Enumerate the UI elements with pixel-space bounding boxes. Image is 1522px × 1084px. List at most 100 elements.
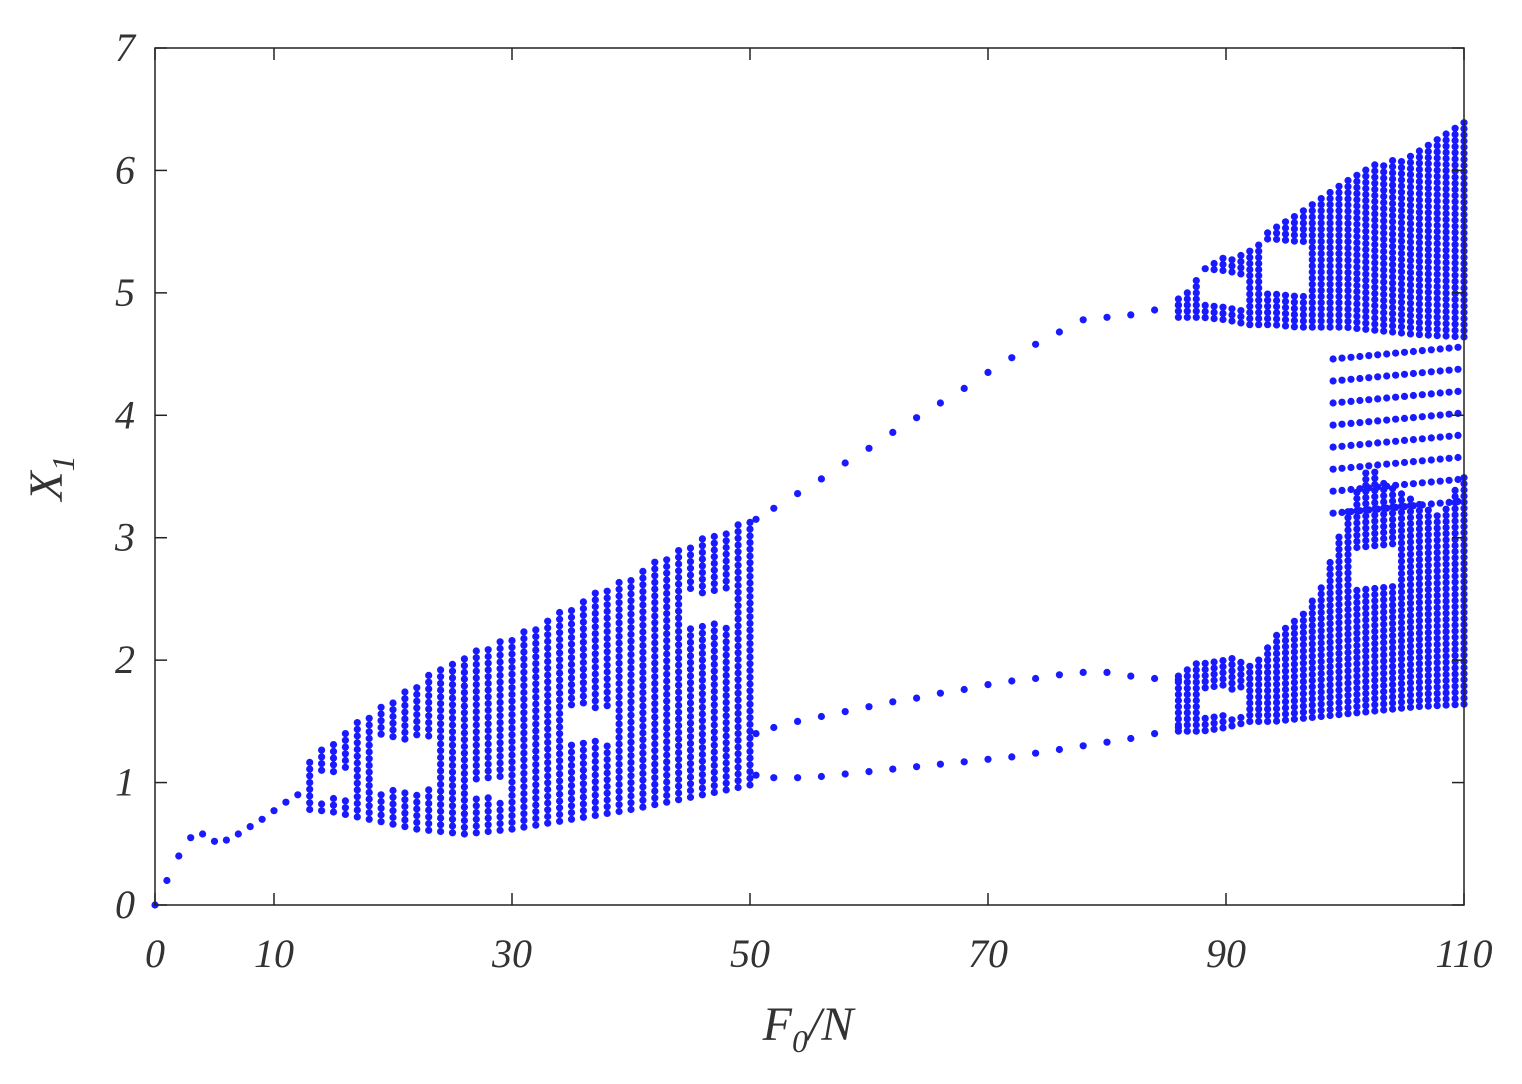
band-point (1290, 623, 1298, 632)
band-point (1397, 674, 1406, 682)
band-point (1237, 683, 1245, 691)
band-point (686, 699, 695, 707)
band-point (734, 595, 742, 603)
band-point (639, 689, 647, 697)
band-point (1353, 494, 1361, 503)
band-point (1344, 281, 1352, 289)
band-point (377, 723, 385, 732)
band-point (1433, 549, 1441, 557)
band-point (1380, 510, 1388, 518)
y-tick-label: 3 (114, 515, 135, 560)
band-point (508, 825, 516, 833)
band-point (508, 818, 516, 827)
branch-point (246, 823, 254, 831)
band-point (698, 656, 707, 664)
band-point (1424, 592, 1432, 600)
band-point (663, 764, 671, 773)
band-point (1362, 610, 1370, 618)
band-point (567, 788, 576, 797)
band-point (1362, 475, 1370, 483)
band-point (1210, 725, 1218, 733)
band-point (496, 705, 504, 713)
band-point (377, 804, 385, 812)
band-point (627, 583, 635, 591)
band-point (1365, 374, 1373, 382)
band-point (1409, 347, 1417, 356)
branch-point (960, 384, 968, 392)
band-point (1442, 136, 1450, 144)
band-point (675, 735, 683, 743)
band-point (365, 761, 373, 770)
band-point (544, 759, 552, 767)
band-point (1344, 274, 1352, 283)
band-point (1371, 191, 1379, 200)
band-point (1210, 713, 1218, 721)
band-point (579, 699, 588, 707)
band-point (663, 697, 671, 705)
band-point (1299, 635, 1307, 643)
band-point (1362, 264, 1370, 272)
band-point (1183, 672, 1191, 680)
band-point (615, 787, 623, 795)
band-point (484, 700, 492, 708)
band-point (1389, 285, 1397, 293)
band-point (1451, 155, 1459, 163)
band-point (1424, 258, 1432, 266)
band-point (639, 662, 647, 670)
y-tick-label: 4 (115, 392, 135, 437)
band-point (460, 749, 468, 757)
band-point (1353, 275, 1361, 283)
band-point (1397, 606, 1406, 614)
band-point (1433, 597, 1441, 606)
band-point (437, 726, 445, 735)
band-point (663, 744, 671, 752)
band-point (556, 656, 564, 664)
branch-point (960, 758, 968, 766)
band-point (1273, 686, 1281, 695)
band-point (353, 793, 361, 801)
band-point (1371, 615, 1379, 623)
band-point (556, 635, 564, 644)
band-point (1371, 179, 1379, 187)
band-point (329, 794, 338, 803)
band-point (734, 561, 742, 569)
band-point (698, 784, 707, 792)
band-point (389, 733, 397, 741)
band-point (1397, 194, 1406, 202)
band-point (1326, 231, 1334, 239)
band-point (1433, 215, 1441, 223)
band-point (1433, 221, 1441, 229)
band-point (1445, 344, 1453, 352)
band-point (472, 708, 480, 716)
band-point (1371, 198, 1379, 206)
band-point (1406, 287, 1415, 295)
band-point (1335, 305, 1343, 313)
band-point (1335, 668, 1343, 676)
band-point (1415, 696, 1423, 705)
band-point (1397, 298, 1406, 306)
band-point (1326, 219, 1334, 227)
x-axis-label: F0/N (762, 998, 857, 1059)
band-point (1246, 321, 1254, 329)
band-point (1317, 676, 1325, 684)
band-point (1192, 690, 1200, 699)
band-point (556, 676, 564, 684)
band-point (1433, 616, 1441, 624)
band-point (579, 685, 588, 694)
band-point (1335, 201, 1343, 209)
band-point (1299, 616, 1307, 625)
band-point (556, 689, 564, 697)
band-point (1433, 640, 1441, 649)
band-point (1397, 631, 1406, 639)
band-point (1362, 258, 1370, 266)
band-point (437, 753, 445, 762)
band-point (1174, 313, 1182, 321)
band-point (556, 723, 564, 731)
band-point (1335, 317, 1343, 325)
band-point (520, 736, 528, 744)
band-point (1442, 246, 1450, 254)
band-point (1371, 277, 1379, 285)
band-point (698, 703, 707, 711)
band-point (1397, 304, 1406, 313)
band-point (1347, 375, 1355, 383)
